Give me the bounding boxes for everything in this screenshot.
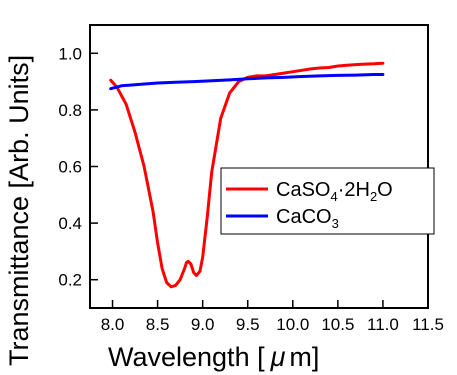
series-lines: [109, 61, 385, 289]
axis-ticks: [90, 52, 429, 308]
y-tick-label: 0.8: [58, 101, 82, 120]
x-tick-label: 9.0: [191, 315, 215, 334]
y-tick-label: 0.6: [58, 158, 82, 177]
y-axis-title: Transmittance [Arb. Units]: [4, 55, 34, 366]
legend: CaSO4·2H2O CaCO3: [220, 167, 435, 235]
x-tick-label: 10.0: [276, 315, 309, 334]
x-tick-label: 9.5: [236, 315, 260, 334]
series-line-caco3: [109, 73, 385, 91]
y-tick-label: 0.4: [58, 214, 82, 233]
y-tick-label: 1.0: [58, 44, 82, 63]
x-axis-title: Wavelength [μ m]: [108, 342, 319, 372]
tick-labels: 8.0 8.5 9.0 9.5 10.0 10.5 11.0 11.5 0.2 0.4 0.6 0.8…: [58, 44, 444, 334]
legend-label-caco3: CaCO3: [276, 206, 339, 231]
legend-label-caso4: CaSO4·2H2O: [276, 179, 393, 204]
plot-frame: [89, 24, 429, 309]
x-tick-label: 8.5: [146, 315, 170, 334]
x-tick-label: 11.5: [412, 315, 444, 334]
x-tick-label: 8.0: [101, 315, 125, 334]
series-line-caso4: [109, 61, 385, 289]
x-tick-label: 11.0: [367, 315, 399, 334]
x-tick-label: 10.5: [321, 315, 354, 334]
y-tick-label: 0.2: [58, 271, 82, 290]
legend-box: [220, 167, 435, 235]
